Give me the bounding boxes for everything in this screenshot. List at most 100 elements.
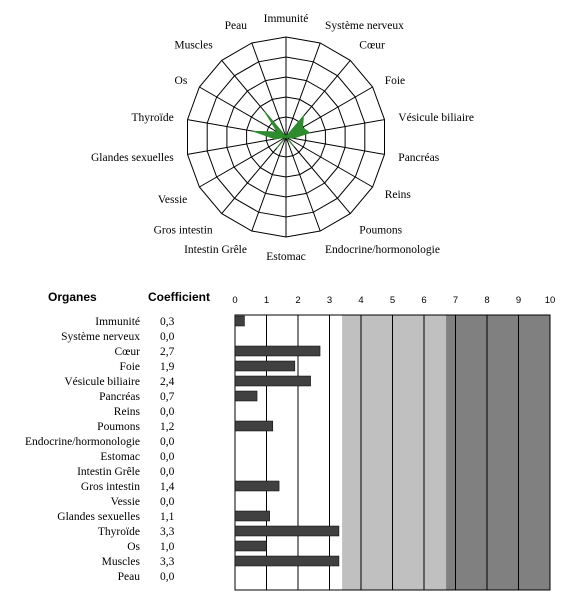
bar: [234, 525, 340, 537]
x-tick-label: 2: [295, 295, 300, 306]
organ-label: Système nerveux: [61, 331, 140, 343]
coefficient-value: 0,0: [160, 466, 175, 478]
radar-axis-label: Système nerveux: [325, 20, 404, 32]
radar-axis-label: Vessie: [158, 194, 187, 206]
radar-spoke: [285, 136, 321, 232]
coefficient-value: 0,7: [160, 391, 175, 403]
table-row: Vessie 0,0: [0, 495, 230, 510]
table-row: Thyroïde 3,3: [0, 525, 230, 540]
radar-grid: [187, 36, 385, 238]
radar-spoke: [221, 136, 287, 214]
radar-axis-label: Immunité: [264, 13, 309, 25]
organ-label: Immunité: [95, 316, 140, 328]
table-row: Poumons 1,2: [0, 420, 230, 435]
radar-point: [274, 138, 276, 140]
radar-axis-label: Muscles: [174, 40, 213, 52]
coefficient-value: 0,0: [160, 436, 175, 448]
radar-axis-label: Reins: [385, 189, 412, 201]
radar-point: [276, 147, 278, 149]
zone-band: [446, 315, 550, 590]
organ-label: Thyroïde: [97, 526, 140, 538]
table-row: Gros intestin 1,4: [0, 480, 230, 495]
radar-spoke: [285, 136, 385, 155]
coefficient-value: 2,7: [160, 346, 175, 358]
organs-header: Organes: [48, 290, 97, 304]
bar: [234, 360, 296, 372]
organ-label: Glandes sexuelles: [57, 511, 140, 523]
coefficient-value: 0,0: [160, 571, 175, 583]
coefficient-value: 0,3: [160, 316, 175, 328]
table-row: Estomac 0,0: [0, 450, 230, 465]
x-tick-label: 3: [327, 295, 332, 306]
x-tick-label: 4: [358, 295, 363, 306]
radar-axis-label: Cœur: [359, 40, 385, 52]
organ-label: Vésicule biliaire: [64, 376, 140, 388]
radar-spoke: [251, 136, 287, 232]
table-row: Endocrine/hormonologie 0,0: [0, 435, 230, 450]
radar-chart: Immunité Système nerveux Cœur Foie Vésicule …: [91, 13, 474, 262]
radar-spoke: [285, 136, 373, 188]
table-row: Vésicule biliaire 2,4: [0, 375, 230, 390]
radar-axis-label: Estomac: [266, 251, 306, 262]
organ-label: Endocrine/hormonologie: [25, 436, 140, 448]
zone-band: [342, 315, 447, 590]
radar-point: [302, 115, 304, 117]
bar: [234, 510, 270, 522]
radar-spoke: [285, 136, 351, 214]
radar-point: [264, 111, 266, 113]
x-tick-label: 10: [545, 295, 556, 306]
organ-label: Gros intestin: [80, 481, 140, 493]
x-tick-label: 6: [421, 295, 426, 306]
bar: [234, 555, 340, 567]
coefficient-value: 1,0: [160, 541, 175, 553]
table-row: Os 1,0: [0, 540, 230, 555]
table-row: Reins 0,0: [0, 405, 230, 420]
bar: [234, 480, 280, 492]
radar-point: [252, 130, 255, 132]
coefficient-value: 1,2: [160, 421, 175, 433]
table-row: Système nerveux 0,0: [0, 330, 230, 345]
radar-point: [292, 137, 294, 139]
x-tick-label: 5: [390, 295, 395, 306]
x-tick-label: 8: [484, 295, 489, 306]
radar-axis-label: Vésicule biliaire: [398, 112, 474, 124]
x-tick-label: 0: [232, 295, 237, 306]
radar-spoke: [285, 42, 321, 138]
table-row: Muscles 3,3: [0, 555, 230, 570]
bar: [234, 540, 267, 552]
organ-label: Reins: [113, 406, 140, 418]
coefficient-value: 1,9: [160, 361, 175, 373]
radar-point: [276, 131, 278, 133]
radar-point: [301, 126, 304, 129]
organ-label: Cœur: [114, 346, 140, 358]
radar-axis-label: Pancréas: [398, 152, 439, 164]
radar-axis-label: Foie: [385, 75, 405, 87]
radar-point: [293, 145, 295, 147]
bar: [234, 375, 311, 387]
radar-axis-label: Glandes sexuelles: [91, 152, 174, 164]
coefficient-value: 0,0: [160, 406, 175, 418]
coefficient-value: 3,3: [160, 526, 175, 538]
organ-label: Os: [127, 541, 140, 553]
bar-chart: 0 1 2 3 4 5 6 7 8 9 10: [232, 295, 556, 591]
x-tick-label: 7: [453, 295, 458, 306]
radar-spoke: [251, 42, 287, 138]
radar-axis-label: Thyroïde: [132, 112, 174, 124]
coefficient-value: 0,0: [160, 331, 175, 343]
radar-point: [309, 132, 311, 134]
coefficient-value: 1,4: [160, 481, 175, 493]
table-row: Intestin Grêle 0,0: [0, 465, 230, 480]
radar-series: [253, 111, 311, 149]
radar-axis-label: Os: [175, 75, 188, 87]
organ-label: Intestin Grêle: [77, 466, 140, 478]
bar: [234, 390, 258, 402]
coefficient-value: 2,4: [160, 376, 175, 388]
bar: [234, 345, 321, 357]
x-tick-label: 1: [264, 295, 269, 306]
organ-label: Muscles: [101, 556, 140, 568]
organ-label: Vessie: [110, 496, 140, 508]
coefficient-value: 1,1: [160, 511, 175, 523]
bar: [234, 315, 245, 327]
bar: [234, 420, 274, 432]
radar-axis-label: Poumons: [359, 224, 402, 236]
